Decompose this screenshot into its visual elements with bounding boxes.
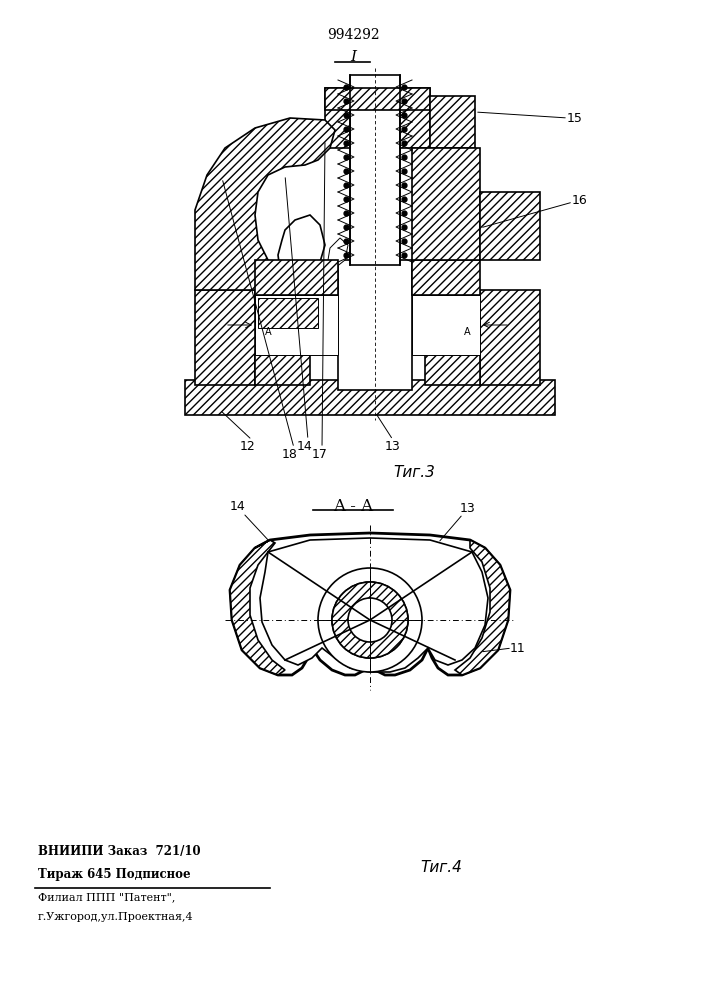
Bar	[195, 290, 255, 385]
Text: A: A	[264, 327, 271, 337]
Bar	[480, 290, 540, 385]
Bar	[480, 192, 540, 260]
Bar	[430, 96, 475, 148]
Bar	[400, 88, 430, 148]
Circle shape	[348, 598, 392, 642]
Bar	[325, 88, 430, 110]
Text: I: I	[350, 50, 356, 64]
Circle shape	[318, 568, 422, 672]
Text: 14: 14	[230, 500, 246, 514]
Text: 994292: 994292	[327, 28, 380, 42]
Bar	[185, 380, 555, 415]
Polygon shape	[328, 238, 348, 268]
Text: 13: 13	[460, 502, 476, 514]
Polygon shape	[260, 538, 488, 672]
Text: A - A: A - A	[333, 498, 373, 515]
Text: 17: 17	[312, 448, 328, 462]
Text: 11: 11	[510, 642, 526, 654]
Bar	[195, 290, 255, 385]
Bar	[425, 355, 480, 385]
Circle shape	[332, 582, 408, 658]
Text: Τиг.3: Τиг.3	[393, 465, 435, 480]
Bar	[325, 88, 430, 110]
Bar	[480, 192, 540, 260]
Bar	[258, 298, 318, 328]
Text: 16: 16	[572, 194, 588, 207]
Text: Τиг.4: Τиг.4	[420, 860, 462, 875]
Text: 18: 18	[282, 448, 298, 462]
Polygon shape	[412, 148, 480, 260]
Text: 12: 12	[240, 440, 256, 454]
Polygon shape	[255, 260, 338, 295]
Bar	[258, 298, 318, 328]
Polygon shape	[195, 118, 335, 310]
Bar	[185, 380, 555, 415]
Bar	[350, 75, 400, 265]
Polygon shape	[230, 540, 285, 675]
Bar	[255, 355, 310, 385]
Text: A: A	[464, 327, 470, 337]
Bar	[325, 88, 350, 148]
Text: г.Ужгород,ул.Проектная,4: г.Ужгород,ул.Проектная,4	[38, 912, 194, 922]
Text: 14: 14	[297, 440, 313, 454]
Bar	[430, 96, 475, 148]
Polygon shape	[278, 215, 325, 278]
Polygon shape	[455, 540, 510, 675]
Bar	[255, 295, 338, 355]
Text: Филиал ППП "Патент",: Филиал ППП "Патент",	[38, 892, 175, 902]
Text: ВНИИПИ Заказ  721/10: ВНИИПИ Заказ 721/10	[38, 845, 201, 858]
Bar	[412, 295, 480, 355]
Bar	[400, 88, 430, 148]
Bar	[480, 290, 540, 385]
Polygon shape	[230, 533, 510, 675]
Text: Тираж 645 Подписное: Тираж 645 Подписное	[38, 868, 191, 881]
Text: 15: 15	[567, 111, 583, 124]
Text: 13: 13	[385, 440, 401, 454]
Bar	[425, 355, 480, 385]
Bar	[325, 88, 350, 148]
Polygon shape	[412, 260, 480, 295]
Bar	[338, 260, 412, 390]
Bar	[255, 355, 310, 385]
